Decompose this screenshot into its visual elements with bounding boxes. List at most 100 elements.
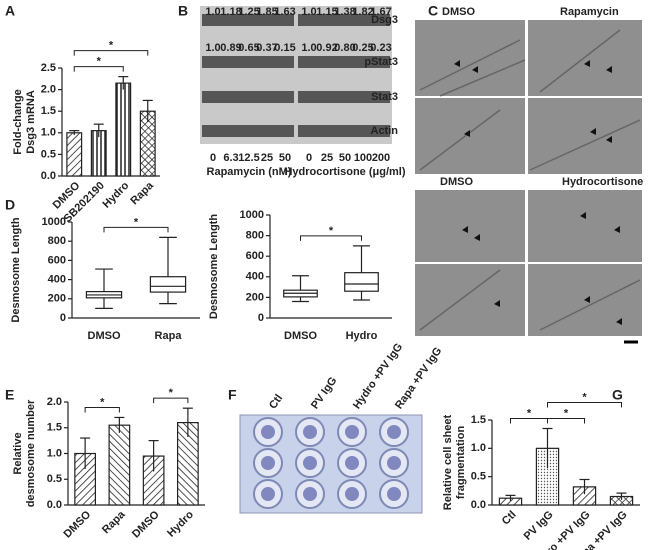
quantification: 0.80 <box>334 42 355 54</box>
x-tick-label: Rapa <box>100 508 128 536</box>
y-tick-label: 0.0 <box>41 170 56 182</box>
quantification: 0.15 <box>274 42 295 54</box>
y-tick-label: 0 <box>258 312 264 324</box>
y-axis-label: Desmosome Length <box>10 217 22 322</box>
significance-label: * <box>527 407 532 419</box>
box <box>344 272 379 292</box>
micrograph-label: DMSO <box>442 6 475 18</box>
x-tick-label: DMSO <box>88 330 121 342</box>
y-tick-label: 2.0 <box>41 84 56 96</box>
significance-bracket <box>547 402 622 408</box>
quantification: 1.82 <box>352 6 373 18</box>
significance-label: * <box>109 40 114 52</box>
micrographs <box>415 20 642 344</box>
dose-label: 0 <box>306 152 312 164</box>
x-tick-label: Hydro <box>165 508 196 539</box>
y-tick-label: 1.0 <box>41 127 56 139</box>
panel-label: C <box>428 3 438 19</box>
y-axis-label: desmosome number <box>25 399 37 507</box>
blot-image <box>296 6 392 144</box>
y-tick-label: 400 <box>246 271 264 283</box>
y-tick-label: 1.0 <box>47 447 62 459</box>
quantification: 0.89 <box>220 42 241 54</box>
dose-label: 50 <box>339 152 351 164</box>
blot-band-row <box>202 56 294 68</box>
stain <box>387 425 401 439</box>
significance-label: * <box>169 387 174 399</box>
blot-band-row <box>202 14 294 26</box>
y-axis-label: Dsg3 mRNA <box>25 90 37 154</box>
y-tick-label: 1.0 <box>471 442 486 454</box>
dose-label: 100 <box>354 152 372 164</box>
blot-band-row <box>298 56 390 68</box>
y-axis-label: Relative cell sheet <box>442 414 454 510</box>
significance-bracket <box>153 397 189 404</box>
quantification: 1.38 <box>334 6 355 18</box>
quantification: 1.85 <box>256 6 277 18</box>
blot-band-row <box>202 91 294 103</box>
y-tick-label: 0.5 <box>47 473 62 485</box>
x-tick-label: DMSO <box>130 508 162 540</box>
quantification: 1.0 <box>205 6 220 18</box>
blot-band-row <box>202 125 294 137</box>
x-tick-label: Rapa <box>128 179 156 207</box>
stain <box>261 487 275 501</box>
y-tick-label: 1.5 <box>471 414 486 426</box>
y-tick-label: 0.5 <box>41 148 56 160</box>
y-tick-label: 1.5 <box>41 105 56 117</box>
plate-label: Rapa +PV IgG <box>393 345 444 411</box>
dose-label: 200 <box>372 152 390 164</box>
stain <box>261 456 275 470</box>
y-axis-label: fragmentation <box>455 426 467 500</box>
x-tick-label: DMSO <box>284 330 317 342</box>
panel-label: A <box>5 3 15 19</box>
dose-label: 50 <box>279 152 291 164</box>
dose-label: 25 <box>261 152 273 164</box>
y-tick-label: 0.0 <box>47 499 62 511</box>
row-label: Stat3 <box>371 91 398 103</box>
x-tick-label: Hydro <box>100 179 131 210</box>
dose-axis-label: Hydrocortisone (μg/ml) <box>284 166 405 178</box>
y-tick-label: 600 <box>246 250 264 262</box>
row-label: pStat3 <box>364 56 398 68</box>
y-tick-label: 800 <box>48 235 66 247</box>
quantification: 0.25 <box>352 42 373 54</box>
y-tick-label: 2.0 <box>47 396 62 408</box>
significance-label: * <box>100 396 105 408</box>
significance-label: * <box>582 391 587 403</box>
row-label: Actin <box>371 125 399 137</box>
y-tick-label: 400 <box>48 274 66 286</box>
quantification: 1.25 <box>238 6 259 18</box>
stain <box>303 425 317 439</box>
quantification: 0.65 <box>238 42 259 54</box>
dose-label: 12.5 <box>238 152 259 164</box>
stain <box>303 487 317 501</box>
y-tick-label: 1000 <box>240 209 264 221</box>
y-tick-label: 200 <box>48 293 66 305</box>
quantification: 1.15 <box>316 6 337 18</box>
significance-bracket <box>300 235 362 241</box>
y-tick-label: 800 <box>246 230 264 242</box>
micrograph-label: Hydrocortisone <box>562 176 643 188</box>
stain <box>303 456 317 470</box>
significance-label: * <box>329 225 334 237</box>
quantification: 0.92 <box>316 42 337 54</box>
significance-label: * <box>134 216 139 228</box>
significance-bracket <box>73 50 149 56</box>
dose-label: 25 <box>321 152 333 164</box>
x-tick-label: PV IgG <box>522 509 556 543</box>
dose-label: 0 <box>210 152 216 164</box>
blot-band-row <box>298 14 390 26</box>
x-tick-label: DMSO <box>61 508 93 540</box>
significance-label: * <box>97 56 102 68</box>
stain <box>387 487 401 501</box>
blot-image <box>200 6 296 144</box>
quantification: 1.0 <box>205 42 220 54</box>
x-tick-label: Hydro <box>346 330 378 342</box>
stain <box>387 456 401 470</box>
bar <box>90 130 107 177</box>
significance-label: * <box>564 407 569 419</box>
blot-band-row <box>298 125 390 137</box>
micrograph-label: DMSO <box>440 176 473 188</box>
